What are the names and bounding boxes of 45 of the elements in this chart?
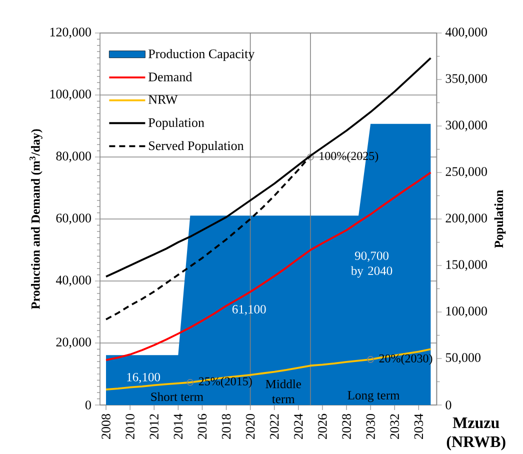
- x-tick-label: 2020: [246, 414, 255, 439]
- y-tick-label: 60,000: [56, 214, 91, 224]
- annotation: 16,100: [127, 372, 160, 384]
- annotation: Long term: [348, 391, 400, 402]
- y2-tick-label: 300,000: [446, 120, 487, 132]
- legend-label: Population: [148, 118, 204, 130]
- y2-tick-label: 200,000: [446, 214, 487, 224]
- y2-tick-label: 250,000: [446, 167, 487, 178]
- y2-tick-label: 150,000: [446, 260, 487, 271]
- annotation: Short term: [151, 392, 204, 402]
- y2-tick-label: 400,000: [445, 28, 487, 38]
- y-tick-label: 100,000: [50, 90, 91, 100]
- x-tick-label: 2018: [222, 414, 231, 439]
- x-axis-title: Mzuzu (NRWB): [446, 418, 506, 450]
- annotation: 90,700 by 2040: [350, 252, 392, 278]
- y-tick-label: 40,000: [56, 276, 91, 286]
- y2-tick-label: 350,000: [446, 74, 487, 85]
- y-tick-label: 120,000: [50, 28, 91, 38]
- y2-tick-label: 100,000: [446, 306, 487, 318]
- legend-label: Production Capacity: [148, 49, 255, 61]
- x-tick-label: 2022: [270, 414, 279, 439]
- x-tick-label: 2014: [174, 414, 183, 439]
- y-tick-label: 80,000: [56, 152, 91, 162]
- y2-tick-label: 50,000: [446, 353, 480, 364]
- y-tick-label: 0: [85, 400, 91, 410]
- x-tick-label: 2016: [198, 414, 207, 439]
- legend-label: Demand: [148, 72, 192, 82]
- y2-axis-title: Population: [494, 190, 506, 248]
- x-tick-label: 2026: [318, 414, 327, 439]
- y-axis-title: Production and Demand (m$^{3}$/day): [30, 129, 42, 310]
- x-tick-label: 2008: [102, 414, 110, 439]
- x-tick-label: 2028: [342, 414, 351, 439]
- y-tick-label: 20,000: [56, 338, 91, 348]
- legend-label: NRW: [148, 95, 178, 104]
- annotation: 61,100: [232, 305, 266, 316]
- x-tick-label: 2030: [366, 414, 375, 439]
- x-tick-label: 2024: [294, 414, 303, 439]
- x-tick-label: 2032: [390, 414, 399, 439]
- line-series: [105, 348, 432, 390]
- annotation: Middle term: [266, 379, 301, 404]
- legend-label: Served Population: [149, 140, 244, 153]
- x-tick-label: 2012: [150, 414, 158, 439]
- y2-tick-label: 0: [446, 400, 452, 410]
- x-tick-label: 2034: [414, 414, 424, 439]
- x-tick-label: 2010: [126, 414, 134, 439]
